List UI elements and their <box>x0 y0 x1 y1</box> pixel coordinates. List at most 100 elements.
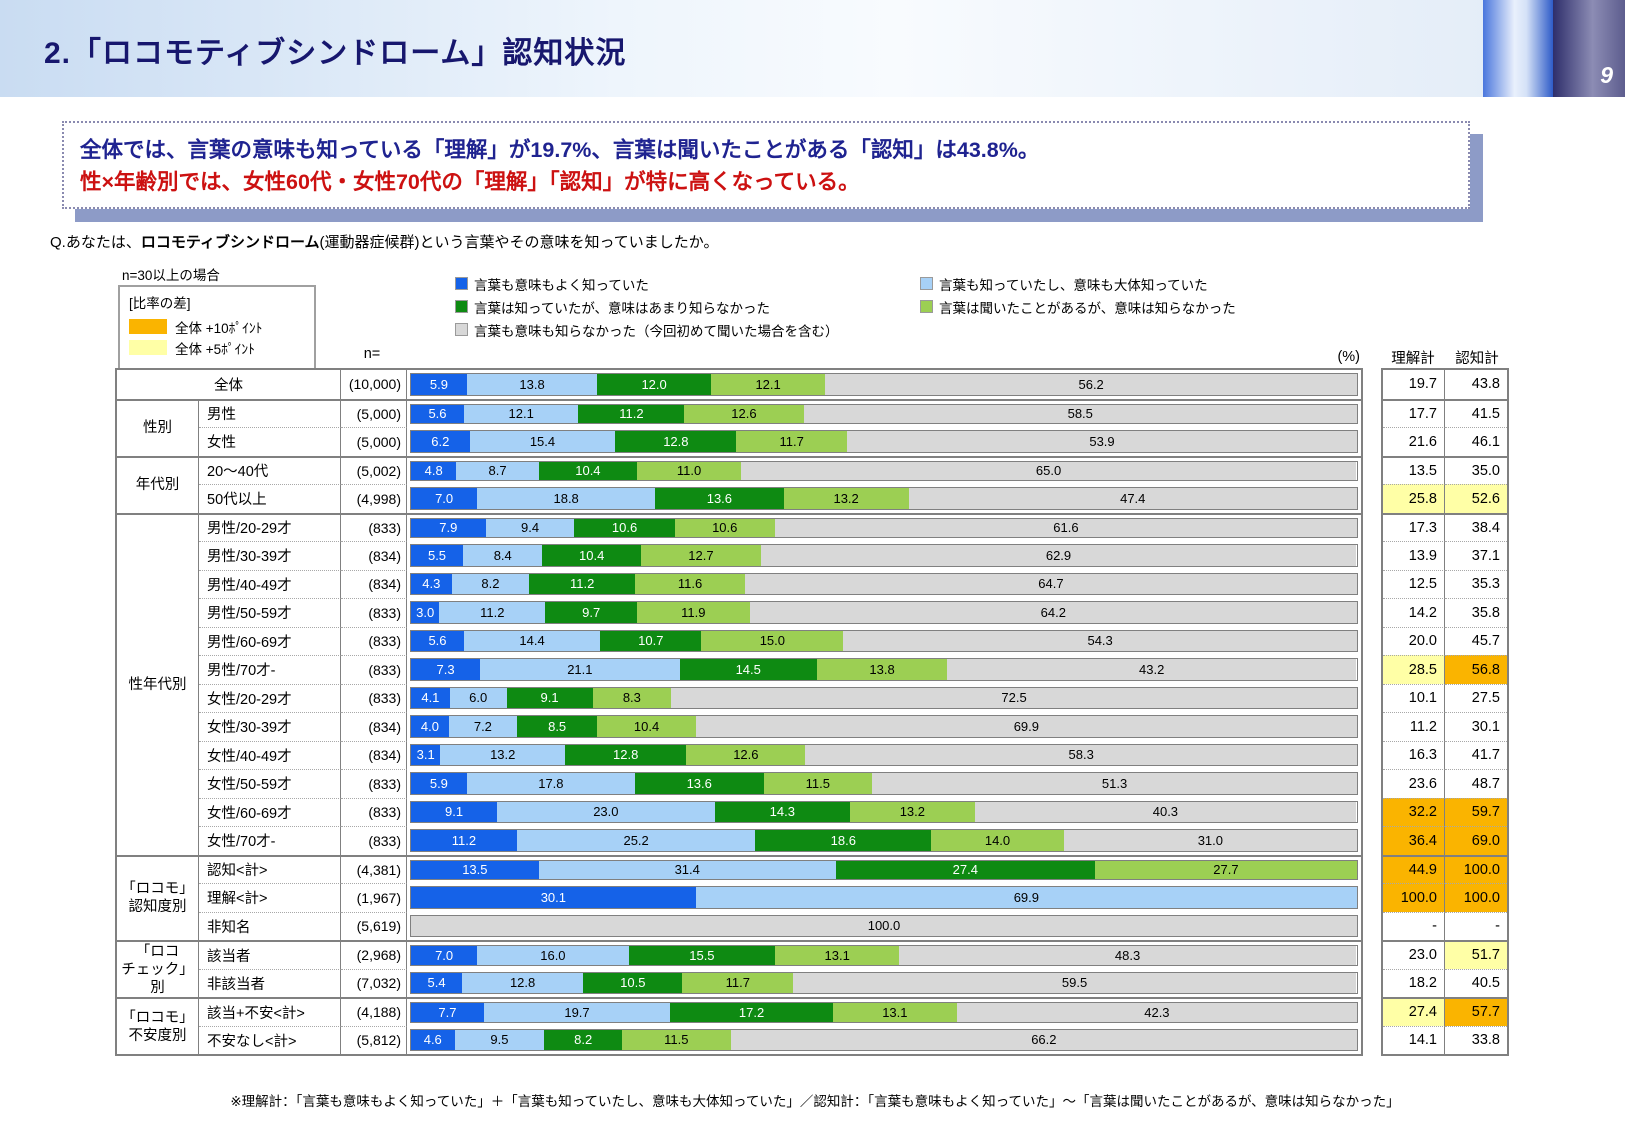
bar-row: 13.5 31.4 27.4 27.7 <box>407 854 1361 884</box>
understanding-total-cell: 17.3 <box>1383 512 1445 541</box>
difference-swatch <box>129 340 167 355</box>
bar-segment: 58.5 <box>803 404 1357 423</box>
stacked-bar: 5.9 13.8 12.0 12.1 56.2 <box>410 373 1358 396</box>
bar-segment: 13.2 <box>849 801 975 822</box>
bar-segment: 12.7 <box>640 545 761 566</box>
understanding-total-cell: 36.4 <box>1383 826 1445 855</box>
bar-segment: 59.5 <box>793 972 1357 993</box>
footnote: ※理解計：「言葉も意味もよく知っていた」＋「言葉も知っていたし、意味も大体知って… <box>230 1094 1400 1109</box>
understanding-total-cell: 21.6 <box>1383 427 1445 456</box>
legend-item: 言葉は聞いたことがあるが、意味は知らなかった <box>920 295 1236 318</box>
bar-segment: 10.4 <box>542 545 641 566</box>
bar-segment: 13.2 <box>783 488 909 509</box>
bar-row: 3.1 13.2 12.8 12.6 58.3 <box>407 741 1361 770</box>
awareness-total-cell: 56.8 <box>1445 655 1507 684</box>
row-label-cell: 女性/50-59才 <box>199 769 341 798</box>
stacked-bar: 13.5 31.4 27.4 27.7 <box>410 859 1358 880</box>
bar-row: 9.1 23.0 14.3 13.2 40.3 <box>407 798 1361 827</box>
bar-segment: 11.7 <box>736 431 848 452</box>
n-cell: (7,032) <box>341 968 407 997</box>
row-label-cell: 非該当者 <box>199 968 341 997</box>
awareness-total-cell: 45.7 <box>1445 626 1507 656</box>
stacked-bar: 5.9 17.8 13.6 11.5 51.3 <box>410 772 1358 795</box>
n-cell: (834) <box>341 712 407 741</box>
bar-segment: 54.3 <box>843 630 1357 651</box>
awareness-total-cell: 52.6 <box>1445 484 1507 513</box>
awareness-total-cell: 37.1 <box>1445 541 1507 570</box>
understanding-total-cell: 100.0 <box>1383 883 1445 912</box>
n-cell: (834) <box>341 541 407 570</box>
n-cell: (5,000) <box>341 427 407 456</box>
stacked-bar: 100.0 <box>410 914 1358 937</box>
row-label-cell: 男性/70才- <box>199 655 341 684</box>
bar-segment: 6.2 <box>411 431 470 452</box>
header-decoration-bar-light <box>1483 0 1553 97</box>
understanding-total-cell: 14.2 <box>1383 598 1445 627</box>
bar-segment: 17.8 <box>466 773 635 794</box>
chart-legend-col2: 言葉も知っていたし、意味も大体知っていた言葉は聞いたことがあるが、意味は知らなか… <box>920 272 1236 318</box>
awareness-total-cell: 46.1 <box>1445 427 1507 456</box>
bar-segment: 7.0 <box>411 946 478 965</box>
bar-segment: 61.6 <box>774 518 1357 537</box>
bar-row: 4.3 8.2 11.2 11.6 64.7 <box>407 570 1361 599</box>
stacked-bar: 4.1 6.0 9.1 8.3 72.5 <box>410 686 1358 709</box>
bar-segment: 11.2 <box>578 404 685 423</box>
bar-segment: 18.8 <box>477 488 656 509</box>
bar-segment: 7.9 <box>411 518 486 537</box>
bar-row: 11.2 25.2 18.6 14.0 31.0 <box>407 826 1361 855</box>
bar-segment: 17.2 <box>670 1003 833 1022</box>
bar-segment: 19.7 <box>483 1003 671 1022</box>
understanding-total-cell: 23.0 <box>1383 940 1445 969</box>
group-label-cell: 「ロコ チェック」別 <box>117 940 199 997</box>
n-cell: (833) <box>341 655 407 684</box>
bar-segment: 5.5 <box>411 545 464 566</box>
stacked-bar: 7.0 16.0 15.5 13.1 48.3 <box>410 945 1358 966</box>
row-label-cell: 20～40代 <box>199 455 341 484</box>
awareness-total-cell: 59.7 <box>1445 797 1507 826</box>
n-cell: (833) <box>341 598 407 627</box>
bar-segment: 100.0 <box>411 915 1357 936</box>
percent-unit-label: (%) <box>1337 349 1360 365</box>
n-cell: (5,812) <box>341 1025 407 1054</box>
row-label-cell: 理解<計> <box>199 883 341 912</box>
understanding-total-cell: 17.7 <box>1383 398 1445 427</box>
bar-row: 5.9 17.8 13.6 11.5 51.3 <box>407 769 1361 798</box>
awareness-total-cell: 69.0 <box>1445 826 1507 855</box>
n-cell: (833) <box>341 826 407 855</box>
n-cell: (833) <box>341 797 407 826</box>
bar-segment: 16.0 <box>477 946 629 965</box>
sample-size-note: n=30以上の場合 <box>122 268 220 283</box>
bar-segment: 13.6 <box>634 773 764 794</box>
awareness-total-cell: - <box>1445 911 1507 941</box>
bar-segment: 14.0 <box>931 830 1064 851</box>
bar-segment: 64.2 <box>749 602 1357 623</box>
awareness-total-cell: 30.1 <box>1445 712 1507 741</box>
n-cell: (4,188) <box>341 997 407 1026</box>
legend-swatch-icon <box>920 300 933 313</box>
stacked-bar: 7.3 21.1 14.5 13.8 43.2 <box>410 658 1358 681</box>
stacked-bar: 4.3 8.2 11.2 11.6 64.7 <box>410 572 1358 595</box>
bar-segment: 12.6 <box>684 404 804 423</box>
difference-legend-item: 全体 +10ﾎﾟｲﾝﾄ <box>129 316 305 337</box>
n-cell: (833) <box>341 683 407 712</box>
bar-segment: 13.1 <box>775 946 900 965</box>
awareness-total-cell: 100.0 <box>1445 854 1507 883</box>
n-cell: (5,619) <box>341 911 407 940</box>
understanding-total-cell: 28.5 <box>1383 655 1445 684</box>
bar-row: 7.9 9.4 10.6 10.6 61.6 <box>407 512 1361 542</box>
group-label-cell: 「ロコモ」 不安度別 <box>117 997 199 1054</box>
difference-swatch <box>129 319 167 334</box>
understanding-total-cell: 23.6 <box>1383 769 1445 798</box>
bar-segment: 51.3 <box>872 773 1357 794</box>
awareness-total-cell: 35.8 <box>1445 598 1507 627</box>
bar-segment: 13.6 <box>655 488 784 509</box>
legend-label: 言葉も知っていたし、意味も大体知っていた <box>939 277 1208 293</box>
bar-segment: 72.5 <box>671 687 1357 708</box>
bar-segment: 7.2 <box>448 716 517 737</box>
bar-segment: 11.2 <box>411 830 517 851</box>
row-label-cell: 女性/60-69才 <box>199 797 341 826</box>
difference-legend-box: [比率の差] 全体 +10ﾎﾟｲﾝﾄ 全体 +5ﾎﾟｲﾝﾄ <box>118 285 316 371</box>
bar-segment: 42.3 <box>956 1003 1357 1022</box>
bar-segment: 25.2 <box>516 830 756 851</box>
bar-segment: 27.4 <box>835 860 1095 879</box>
